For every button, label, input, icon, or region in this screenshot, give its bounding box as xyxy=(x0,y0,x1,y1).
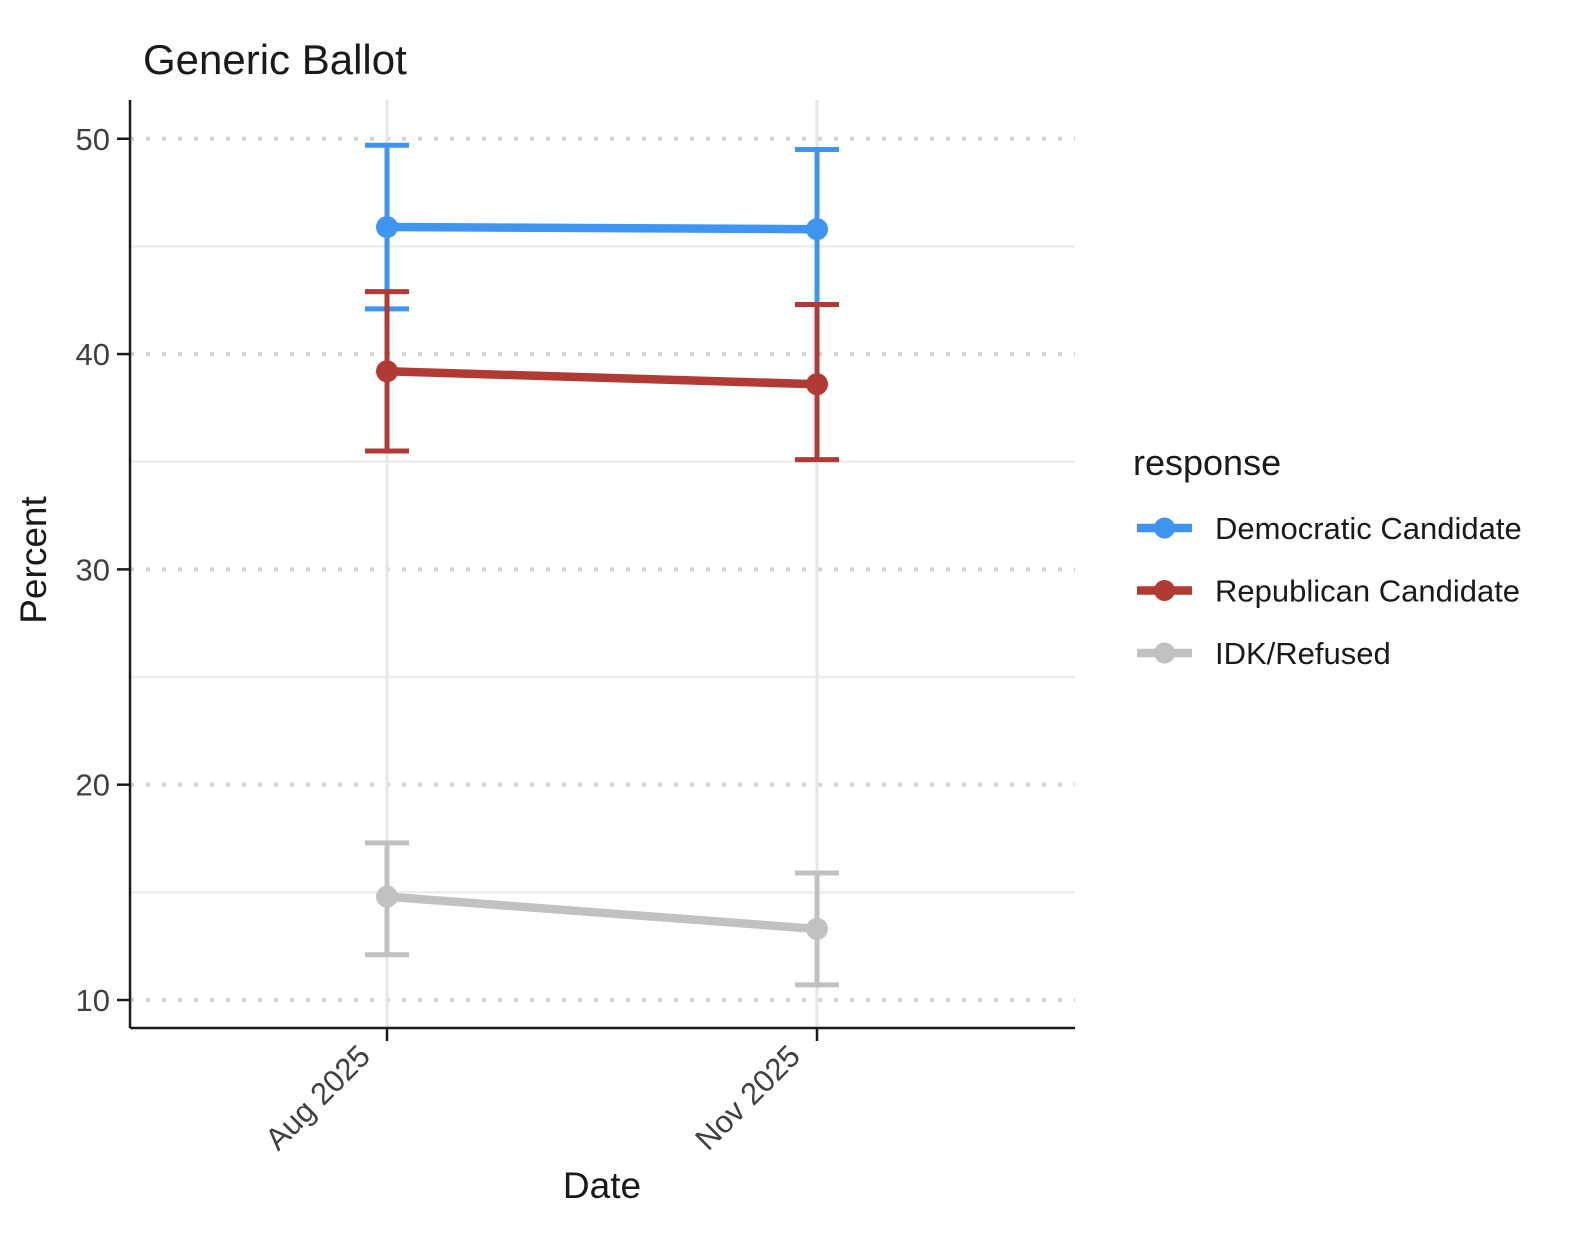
series-democratic-candidate xyxy=(365,142,839,312)
gridlines xyxy=(130,100,1075,1028)
x-tick-label: Aug 2025 xyxy=(258,1038,377,1157)
legend-key-dot xyxy=(1154,642,1175,664)
x-tick-label: Nov 2025 xyxy=(688,1038,807,1157)
data-series xyxy=(365,142,839,988)
y-tick-label: 30 xyxy=(76,552,110,587)
legend-item-label: Democratic Candidate xyxy=(1215,511,1522,546)
chart-title: Generic Ballot xyxy=(143,36,407,83)
legend-key-dot xyxy=(1154,517,1175,539)
data-point xyxy=(376,885,398,908)
series-line xyxy=(386,367,818,389)
series-line xyxy=(386,892,818,934)
x-axis-label: Date xyxy=(563,1165,641,1206)
data-point xyxy=(806,373,828,396)
y-tick-label: 20 xyxy=(76,768,110,803)
series-line xyxy=(386,222,818,234)
legend: Democratic Candidate Republican Candidate… xyxy=(1137,511,1522,671)
series-republican-candidate xyxy=(365,289,839,463)
data-point xyxy=(806,917,828,940)
legend-item: Republican Candidate xyxy=(1137,574,1520,609)
y-tick-label: 10 xyxy=(76,983,110,1018)
legend-title: response xyxy=(1133,442,1281,483)
y-tick-label: 50 xyxy=(76,122,110,157)
legend-item: Democratic Candidate xyxy=(1137,511,1522,546)
tick-labels: 10 20 30 40 50 Aug 2025 Nov 2025 xyxy=(76,122,807,1157)
data-point xyxy=(806,218,828,241)
data-point xyxy=(376,360,398,383)
legend-item: IDK/Refused xyxy=(1137,636,1391,671)
legend-item-label: Republican Candidate xyxy=(1215,574,1520,609)
legend-item-label: IDK/Refused xyxy=(1215,636,1391,671)
axes xyxy=(117,100,1075,1041)
y-axis-label: Percent xyxy=(13,496,54,624)
legend-key-dot xyxy=(1154,580,1175,601)
series-idk-refused xyxy=(365,840,839,988)
data-point xyxy=(376,216,398,239)
y-tick-label: 40 xyxy=(76,337,110,372)
